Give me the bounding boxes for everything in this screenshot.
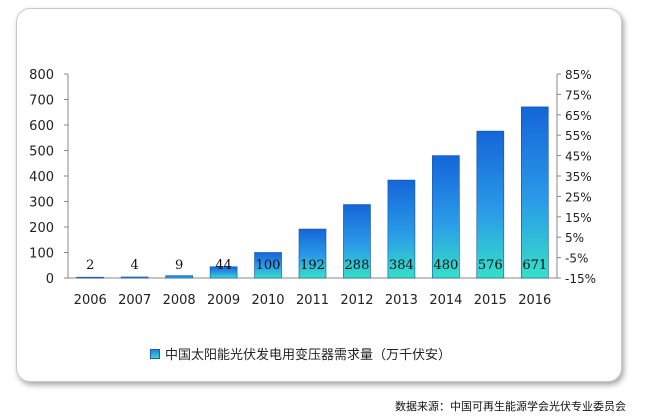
data-label: 44 <box>215 258 232 273</box>
legend: 中国太阳能光伏发电用变压器需求量（万千伏安） <box>150 344 451 363</box>
source-note: 数据来源：中国可再生能源学会光伏专业委员会 <box>395 400 626 413</box>
x-tick-label: 2010 <box>251 293 284 308</box>
y2-tick-label: 85% <box>565 68 592 82</box>
bar <box>254 252 282 279</box>
x-tick-label: 2012 <box>340 293 373 308</box>
bar <box>120 276 149 279</box>
y2-tick-label: 15% <box>565 211 592 225</box>
bar <box>298 228 327 279</box>
bar <box>432 155 460 279</box>
data-label: 384 <box>389 258 414 273</box>
data-label: 288 <box>345 258 370 273</box>
x-tick-label: 2016 <box>518 293 551 308</box>
data-label: 2 <box>86 258 94 273</box>
bar <box>387 179 416 279</box>
y2-tick-label: -15% <box>565 272 596 286</box>
y-tick-label: 100 <box>29 247 54 262</box>
y2-tick-label: 25% <box>565 190 592 204</box>
y-tick-label: 700 <box>29 94 54 109</box>
x-tick-label: 2006 <box>74 293 107 308</box>
y-tick-label: 300 <box>29 196 54 211</box>
y-tick-label: 500 <box>29 145 54 160</box>
y-tick-label: 400 <box>29 170 54 185</box>
data-label: 480 <box>433 258 458 273</box>
data-label: 192 <box>300 258 325 273</box>
bar <box>343 204 371 279</box>
data-label: 9 <box>175 258 183 273</box>
bar <box>476 130 505 279</box>
data-label: 100 <box>256 258 281 273</box>
y-tick-label: 600 <box>29 119 54 134</box>
bar <box>209 266 238 279</box>
x-tick-label: 2011 <box>296 293 329 308</box>
y2-tick-label: 5% <box>565 231 584 245</box>
y2-tick-label: 55% <box>565 129 592 143</box>
x-tick-label: 2015 <box>474 293 507 308</box>
y2-tick-label: 75% <box>565 88 592 102</box>
x-tick-label: 2014 <box>429 293 462 308</box>
x-tick-label: 2007 <box>118 293 151 308</box>
y2-tick-label: 45% <box>565 150 592 164</box>
bar <box>76 276 105 279</box>
bar <box>165 275 193 279</box>
y2-tick-label: -5% <box>565 252 588 266</box>
data-label: 4 <box>131 258 139 273</box>
data-label: 576 <box>478 258 503 273</box>
legend-swatch <box>150 348 160 359</box>
bar <box>520 106 549 279</box>
y-tick-label: 800 <box>29 68 54 83</box>
x-tick-label: 2013 <box>385 293 418 308</box>
data-label: 671 <box>522 258 547 273</box>
legend-label: 中国太阳能光伏发电用变压器需求量（万千伏安） <box>165 348 452 363</box>
x-tick-label: 2008 <box>163 293 196 308</box>
y-tick-label: 200 <box>29 221 54 236</box>
y2-tick-label: 65% <box>565 109 592 123</box>
y-tick-label: 0 <box>46 272 54 287</box>
x-tick-label: 2009 <box>207 293 240 308</box>
y2-tick-label: 35% <box>565 170 592 184</box>
